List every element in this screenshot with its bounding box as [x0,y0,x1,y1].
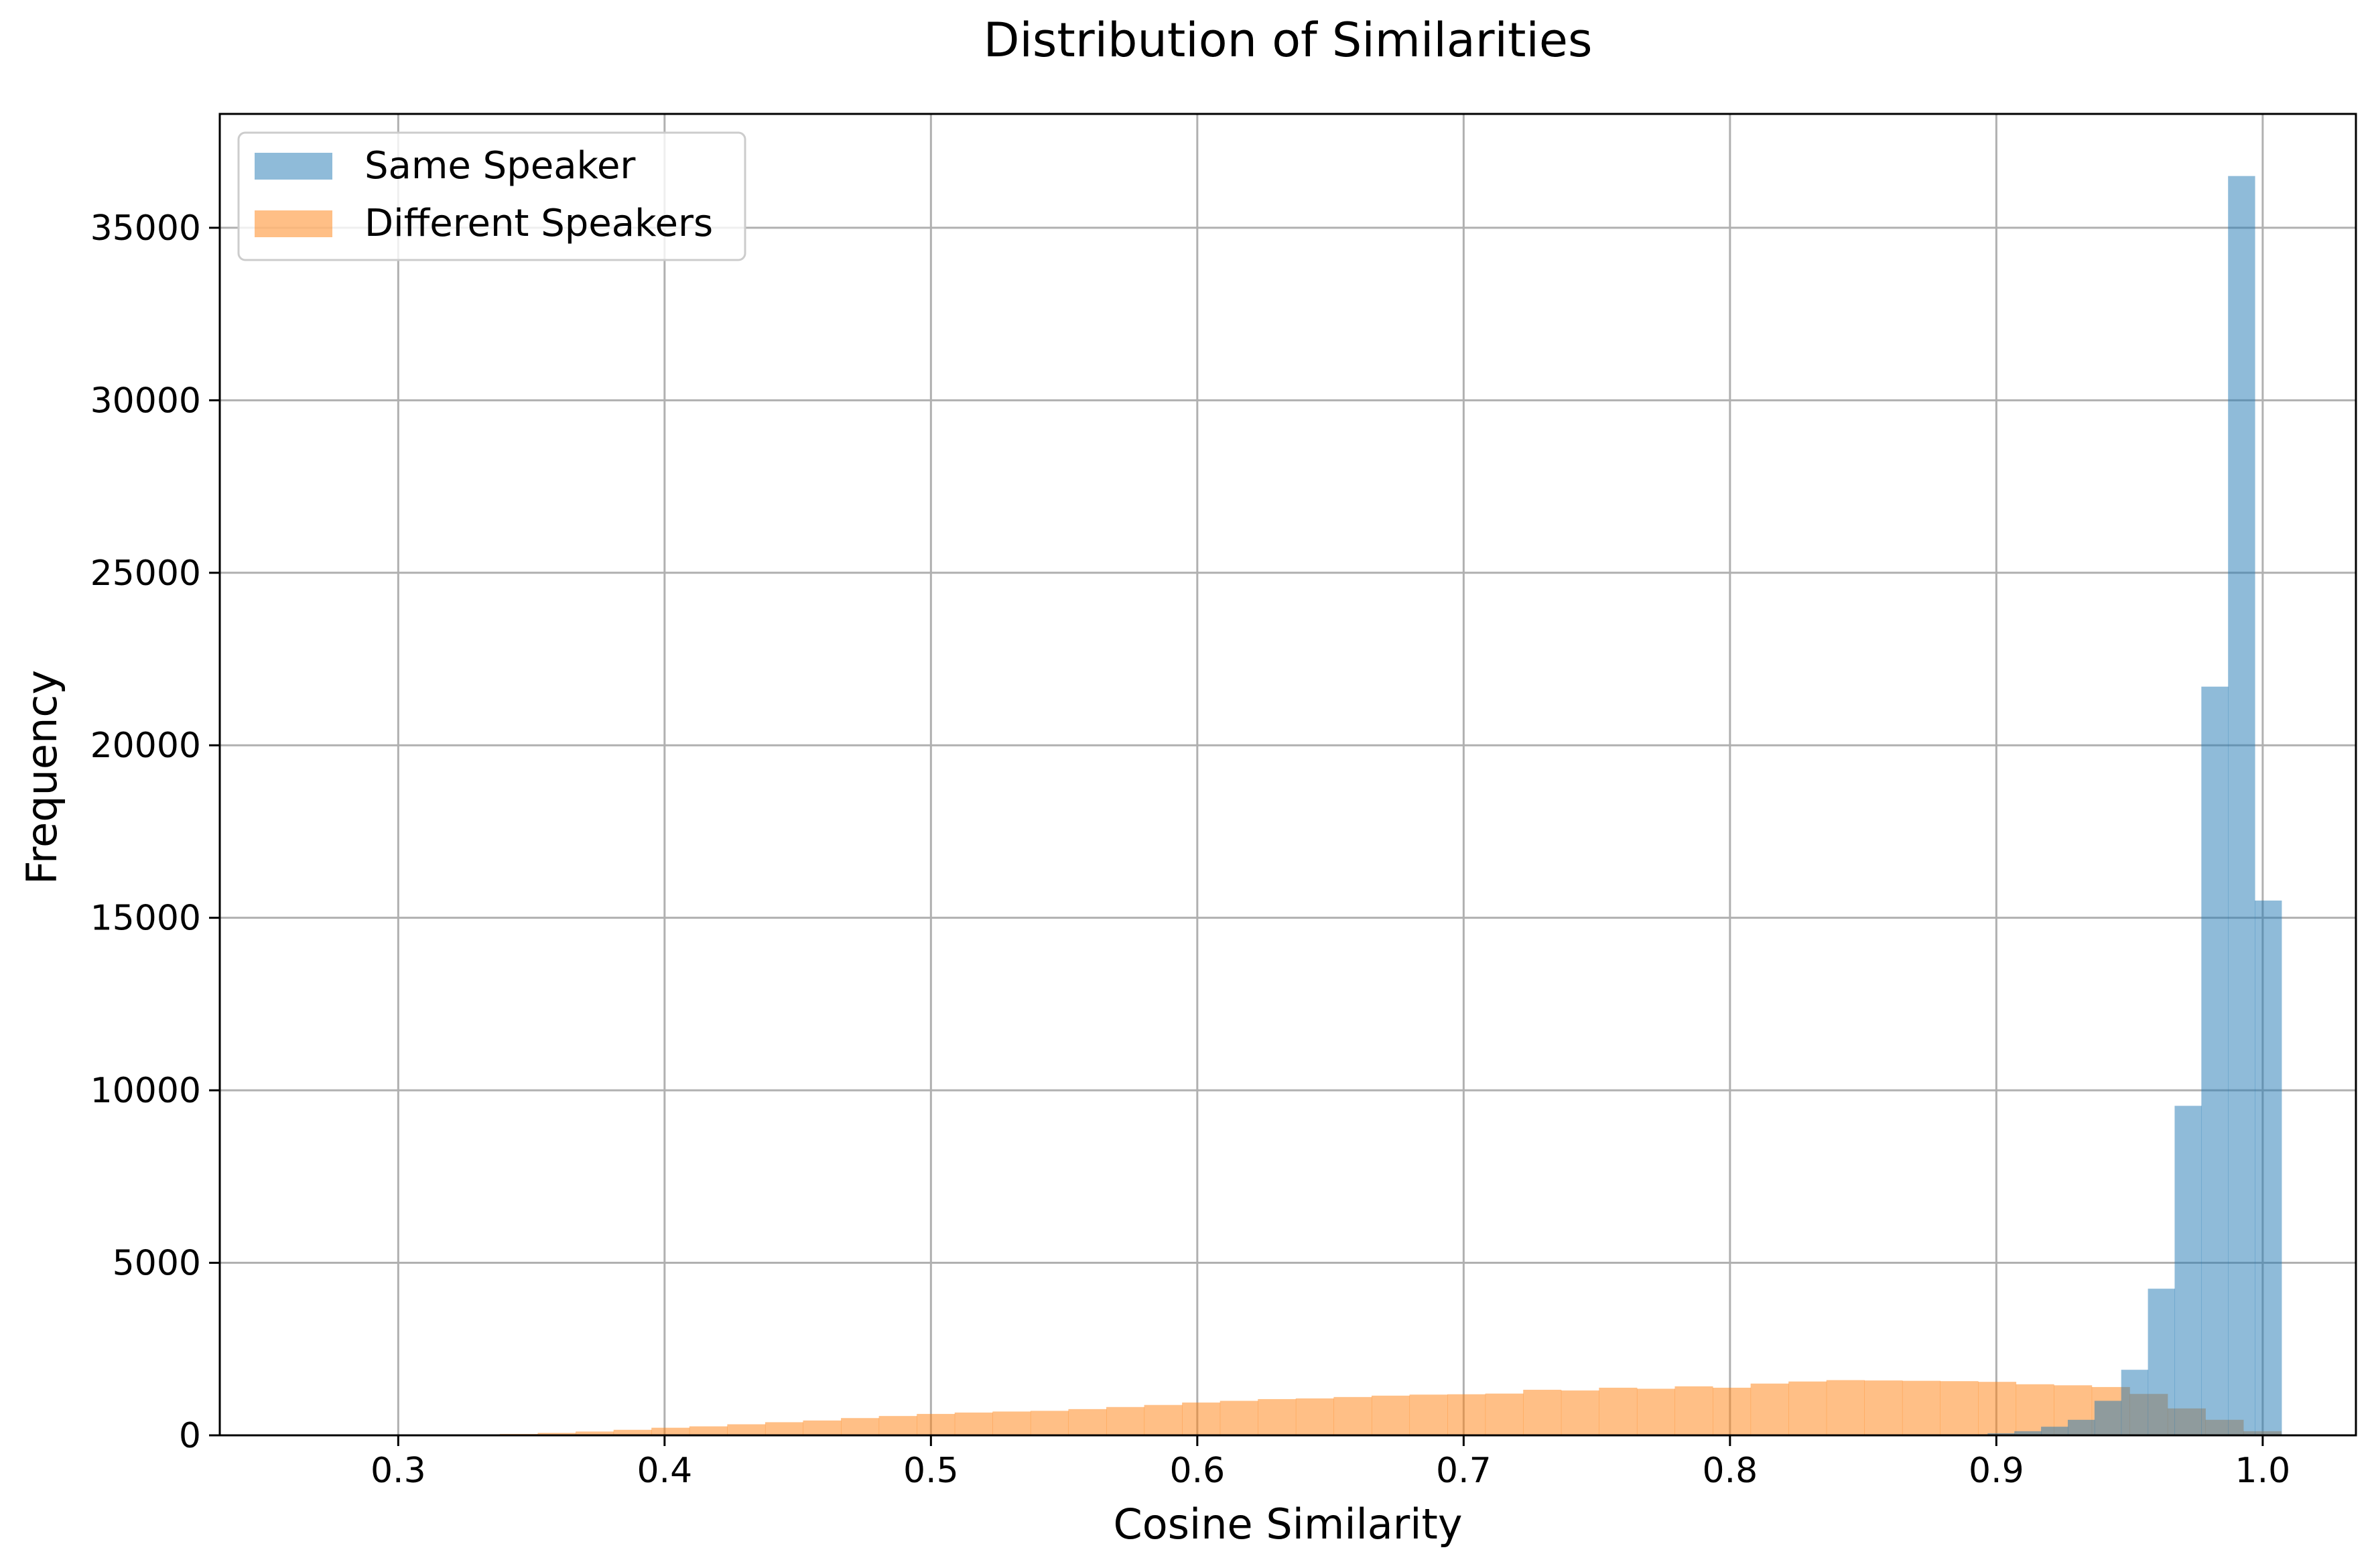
bar-same-speaker [2067,1419,2095,1435]
x-tick-label: 0.9 [1969,1451,2024,1491]
x-tick-label: 1.0 [2235,1451,2291,1491]
bar-different-speakers [1902,1380,1940,1435]
x-tick-label: 0.8 [1703,1451,1758,1491]
bar-same-speaker [2255,900,2282,1435]
bar-different-speakers [1978,1382,2017,1435]
bar-different-speakers [1636,1388,1675,1435]
bar-different-speakers [1144,1404,1183,1435]
bar-different-speakers [1561,1390,1599,1435]
bar-different-speakers [1447,1394,1486,1435]
bar-different-speakers [1409,1394,1448,1435]
x-axis-label: Cosine Similarity [1113,1500,1462,1549]
legend: Same Speaker Different Speakers [237,131,746,261]
bar-same-speaker [2041,1427,2068,1435]
y-tick-label: 20000 [90,726,201,766]
bar-same-speaker [2014,1431,2042,1435]
chart-title: Distribution of Similarities [984,13,1593,68]
bar-different-speakers [1371,1395,1410,1435]
bar-same-speaker [2228,176,2255,1436]
y-axis-label: Frequency [17,670,66,885]
bar-different-speakers [803,1420,842,1435]
bar-different-speakers [1599,1387,1638,1435]
y-tick-label: 30000 [90,381,201,421]
bar-different-speakers [651,1427,690,1435]
bar-same-speaker [2121,1370,2149,1435]
legend-swatch-different-speakers [255,210,332,237]
bar-different-speakers [1788,1381,1827,1435]
y-tick-label: 25000 [90,553,201,594]
bar-different-speakers [917,1414,956,1435]
bar-different-speakers [765,1422,803,1435]
bar-same-speaker [1987,1433,2015,1435]
bar-same-speaker [2094,1400,2122,1435]
bar-same-speaker [2174,1106,2202,1435]
x-tick-label: 0.7 [1436,1451,1492,1491]
bar-different-speakers [689,1426,728,1435]
bar-same-speaker [2148,1289,2175,1435]
y-tick-label: 15000 [90,899,201,939]
legend-box [237,131,746,261]
bar-different-speakers [1713,1387,1752,1435]
bar-different-speakers [1940,1381,1979,1435]
bar-different-speakers [954,1413,993,1435]
bar-different-speakers [1864,1380,1903,1435]
axis-ticks: 0.3 0.4 0.5 0.6 0.7 0.8 0.9 1.0 0 5000 10000 15000 2… [90,208,2291,1491]
y-tick-label: 35000 [90,208,201,249]
bar-different-speakers [1220,1400,1258,1435]
bar-different-speakers [878,1416,917,1435]
legend-label-different-speakers: Different Speakers [365,202,713,245]
bar-different-speakers [576,1431,614,1435]
bar-different-speakers [1674,1386,1713,1435]
bar-different-speakers [841,1418,880,1435]
histogram-bars [310,176,2320,1436]
x-tick-label: 0.4 [637,1451,692,1491]
bar-different-speakers [1030,1411,1069,1435]
grid-lines [220,114,2356,1437]
bar-different-speakers [1333,1396,1372,1435]
legend-swatch-same-speaker [255,153,332,180]
bar-different-speakers [1295,1398,1334,1435]
plot-frame [218,113,2357,1437]
y-tick-label: 0 [179,1416,201,1456]
legend-label-same-speaker: Same Speaker [365,144,636,188]
bar-different-speakers [1826,1380,1865,1435]
bar-different-speakers [1485,1393,1524,1435]
bar-different-speakers [1523,1390,1562,1435]
bar-different-speakers [1258,1398,1297,1435]
x-tick-label: 0.3 [371,1451,426,1491]
bar-different-speakers [992,1411,1031,1435]
bar-different-speakers [1106,1407,1145,1435]
x-tick-label: 0.5 [903,1451,959,1491]
bar-different-speakers [1068,1409,1107,1435]
y-tick-label: 10000 [90,1071,201,1111]
x-tick-label: 0.6 [1169,1451,1225,1491]
y-tick-label: 5000 [113,1244,201,1284]
bar-different-speakers [1750,1383,1789,1435]
bar-different-speakers [613,1429,652,1435]
bar-different-speakers [727,1424,766,1435]
bar-different-speakers [1182,1402,1221,1435]
bar-different-speakers [537,1433,576,1435]
bar-same-speaker [2201,686,2229,1435]
